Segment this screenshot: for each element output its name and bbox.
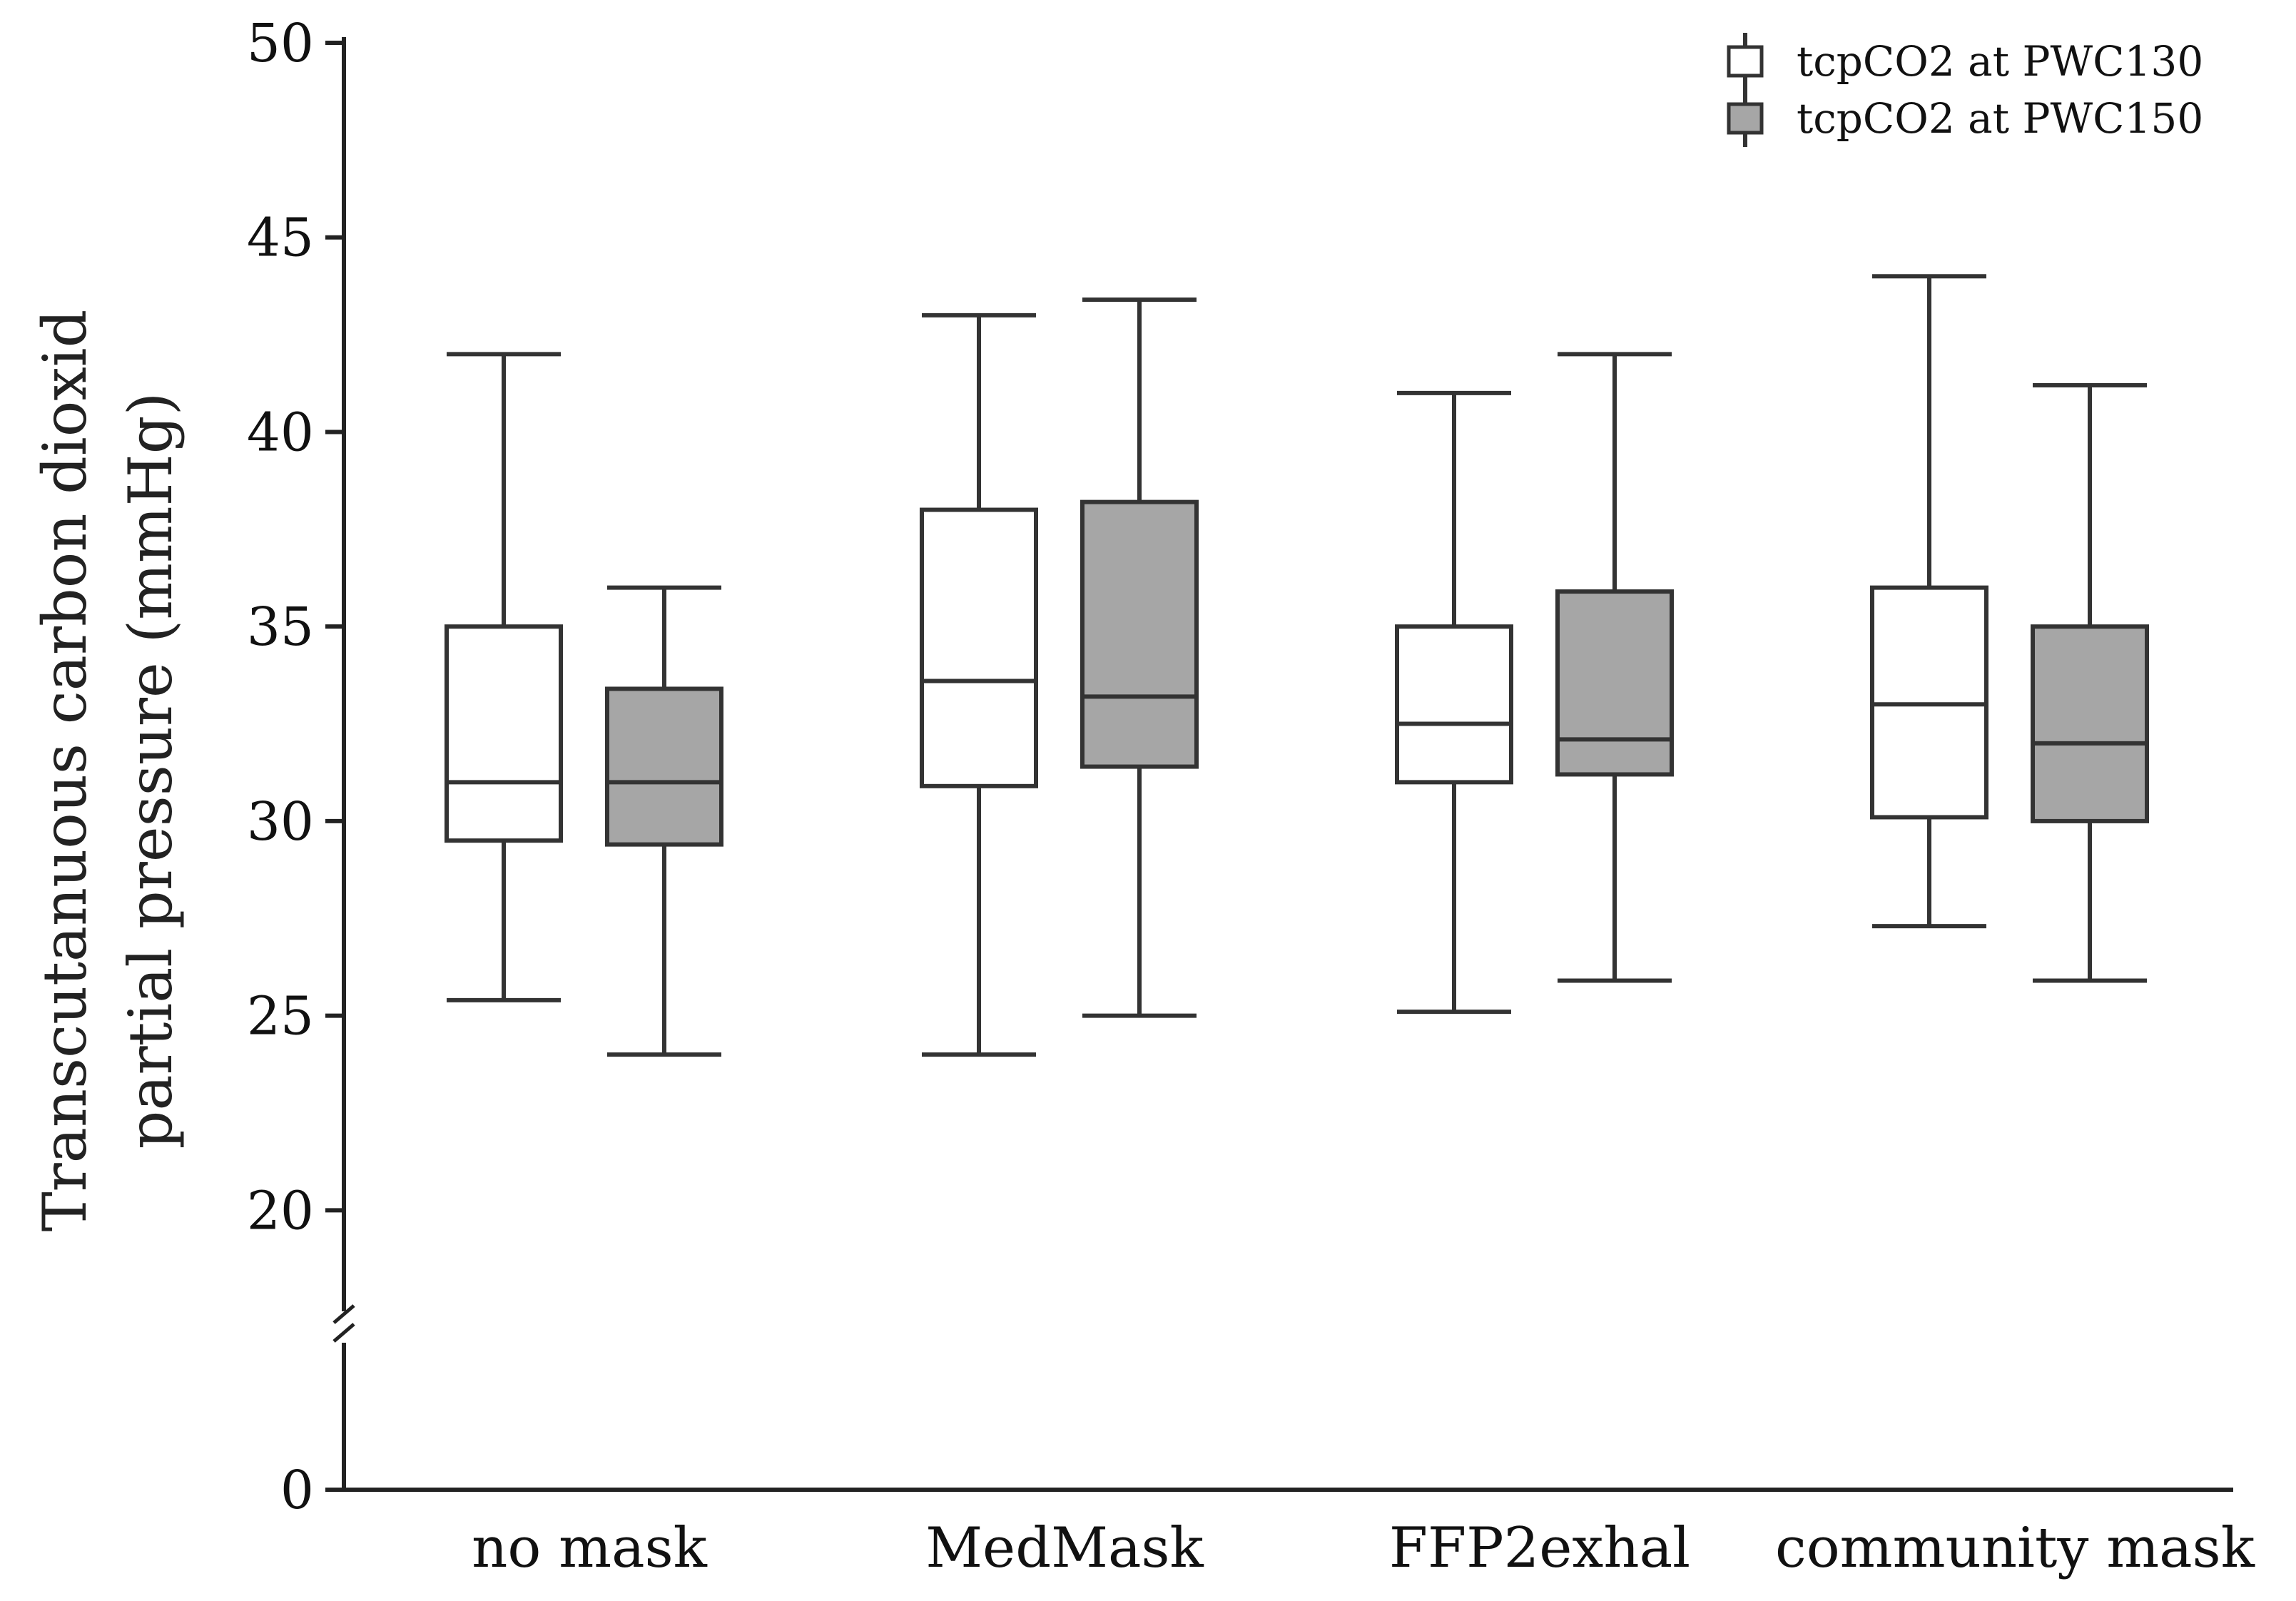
category-label: MedMask	[925, 1516, 1204, 1580]
box-1-3	[2031, 383, 2149, 983]
y-tick-label: 25	[247, 986, 314, 1047]
y-tick-label: 30	[247, 791, 314, 853]
y-tick-label: 40	[247, 402, 314, 463]
y-axis-title: Transcutanuous carbon dioxid partial pre…	[30, 310, 186, 1232]
category-label: no mask	[472, 1516, 707, 1580]
y-tick-label: 50	[247, 13, 314, 74]
iqr-box	[1080, 499, 1199, 769]
y-tick-label: 20	[247, 1180, 314, 1241]
y-tick-label: 45	[247, 208, 314, 269]
legend-symbol-box	[1727, 45, 1764, 78]
box-0-0	[445, 352, 563, 1002]
category-label: FFP2exhal	[1389, 1516, 1690, 1580]
y-axis-title-line-2: partial pressure (mmHg)	[116, 392, 186, 1149]
legend-symbol-box	[1727, 102, 1764, 135]
box-0-3	[1870, 274, 1988, 929]
iqr-box	[605, 686, 723, 847]
axis-break-mark	[332, 1323, 355, 1343]
axis-break-mark	[332, 1304, 355, 1324]
iqr-box	[2031, 624, 2149, 823]
box-1-2	[1555, 352, 1674, 983]
box-0-2	[1395, 390, 1513, 1015]
iqr-box	[920, 507, 1038, 788]
iqr-box	[445, 624, 563, 843]
iqr-box	[1395, 624, 1513, 785]
y-tick-label: 0	[280, 1460, 314, 1521]
legend: tcpCO2 at PWC130 tcpCO2 at PWC150	[1727, 33, 2203, 147]
box-groups	[445, 274, 2149, 1057]
category-label: community mask	[1775, 1516, 2255, 1580]
box-1-0	[605, 585, 723, 1057]
category-labels: no mask MedMask FFP2exhal community mask	[472, 1516, 2255, 1580]
box-0-1	[920, 312, 1038, 1057]
axes: 0 20 25 30 35 40 45 50	[247, 13, 2233, 1521]
y-tick-label: 35	[247, 596, 314, 658]
y-axis-title-line-1: Transcutanuous carbon dioxid	[30, 310, 100, 1232]
legend-label: tcpCO2 at PWC130	[1797, 37, 2203, 86]
legend-label: tcpCO2 at PWC150	[1797, 94, 2203, 143]
box-1-1	[1080, 298, 1199, 1018]
iqr-box	[1555, 589, 1674, 777]
